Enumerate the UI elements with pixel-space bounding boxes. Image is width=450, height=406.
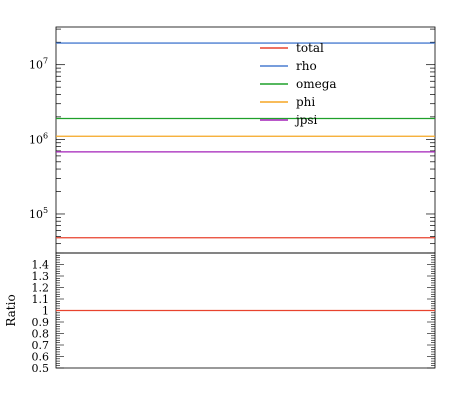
main-series-lines bbox=[56, 42, 435, 239]
legend: total rho omega phi jpsi bbox=[260, 41, 337, 127]
legend-label: total bbox=[296, 41, 324, 55]
main-y-tick-label: 107 bbox=[29, 57, 48, 72]
ratio-y-tick-label: 0.8 bbox=[32, 328, 50, 341]
tick-label-base: 10 bbox=[29, 59, 43, 72]
ratio-y-tick-label: 1.2 bbox=[32, 282, 50, 295]
legend-item-omega: omega bbox=[260, 77, 337, 91]
ratio-y-tick-label: 1.4 bbox=[32, 259, 50, 272]
main-plot-frame bbox=[55, 26, 436, 254]
ratio-y-tick-label: 1.3 bbox=[32, 270, 50, 283]
tick-label-exponent: 5 bbox=[43, 206, 48, 215]
main-y-ticks bbox=[56, 28, 435, 254]
legend-item-jpsi: jpsi bbox=[260, 113, 318, 127]
main-y-tick-label: 105 bbox=[29, 206, 48, 221]
ratio-y-tick-label: 0.5 bbox=[32, 362, 50, 375]
legend-item-phi: phi bbox=[260, 95, 315, 109]
ratio-plot-panel: 1.41.31.21.110.90.80.70.60.5 Ratio bbox=[4, 252, 436, 376]
tick-label-base: 10 bbox=[29, 133, 43, 146]
tick-label-exponent: 7 bbox=[43, 57, 48, 66]
tick-label-exponent: 6 bbox=[43, 131, 48, 140]
legend-label: jpsi bbox=[294, 113, 318, 127]
legend-item-rho: rho bbox=[260, 59, 317, 73]
ratio-y-tick-label: 0.7 bbox=[32, 339, 50, 352]
ratio-y-tick-label: 1.1 bbox=[32, 293, 50, 306]
legend-label: phi bbox=[296, 95, 315, 109]
ratio-y-tick-label: 0.6 bbox=[32, 351, 50, 364]
legend-item-total: total bbox=[260, 41, 324, 55]
main-y-tick-label: 106 bbox=[29, 131, 48, 146]
ratio-y-tick-labels: 1.41.31.21.110.90.80.70.60.5 bbox=[32, 259, 50, 376]
tick-label-base: 10 bbox=[29, 208, 43, 221]
legend-label: rho bbox=[296, 59, 317, 73]
legend-label: omega bbox=[296, 77, 337, 91]
ratio-y-tick-label: 1 bbox=[42, 305, 49, 318]
ratio-y-tick-label: 0.9 bbox=[32, 316, 50, 329]
ratio-y-axis-title: Ratio bbox=[4, 294, 18, 326]
